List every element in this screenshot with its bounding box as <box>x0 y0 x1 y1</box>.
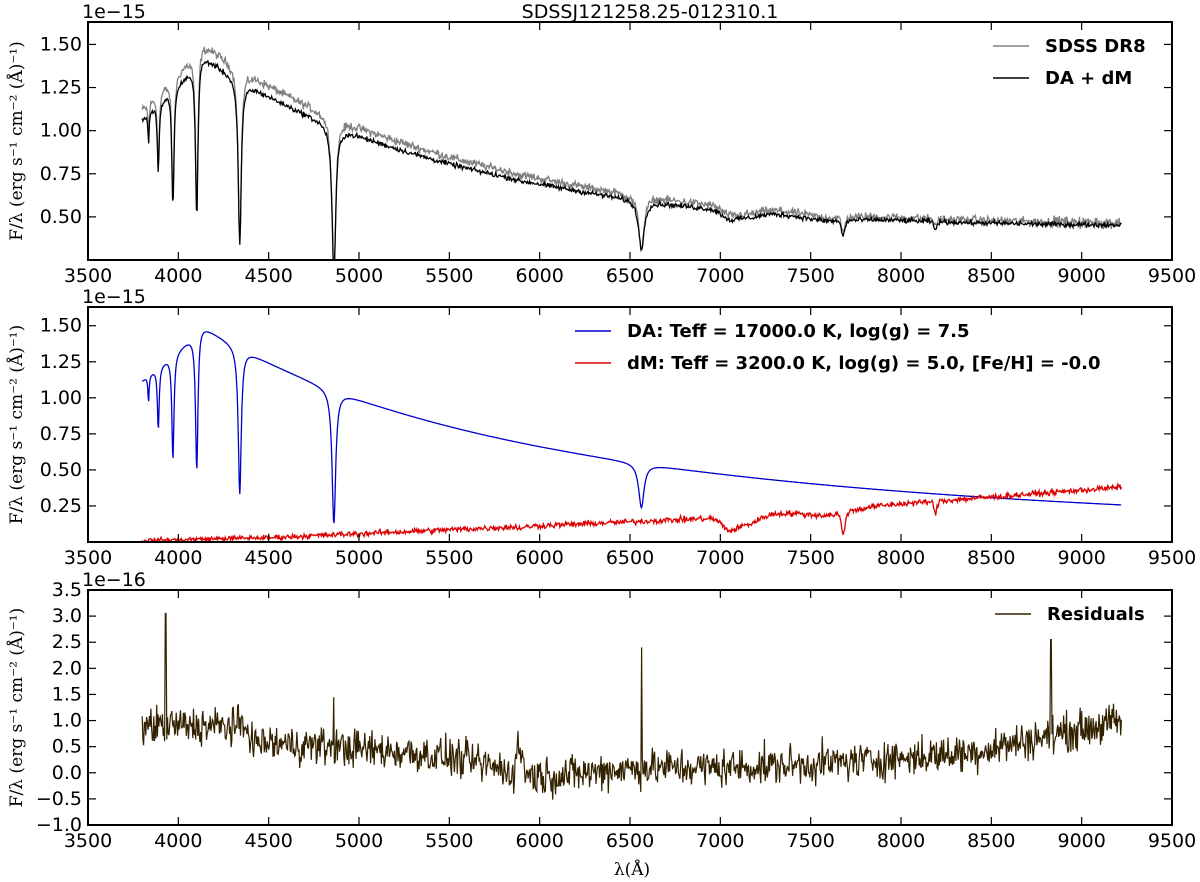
x-tick-label: 5500 <box>425 547 473 569</box>
x-tick-label: 4500 <box>244 547 292 569</box>
y-tick-label: 0.50 <box>40 459 82 481</box>
y-tick-label: −0.5 <box>36 788 82 810</box>
series-line-obs <box>141 46 1122 260</box>
y-tick-label: −1.0 <box>36 814 82 836</box>
x-tick-label: 5000 <box>335 830 383 852</box>
y-tick-label: 0.75 <box>40 423 82 445</box>
y-tick-label: 1.25 <box>40 77 82 99</box>
x-tick-label: 9000 <box>1057 265 1105 287</box>
y-tick-label: 2.5 <box>52 631 82 653</box>
y-tick-label: 1.50 <box>40 33 82 55</box>
series-line-fit <box>141 60 1122 260</box>
legend-entry: Residuals <box>1047 604 1145 625</box>
x-tick-label: 6500 <box>606 830 654 852</box>
x-tick-label: 3500 <box>64 547 112 569</box>
series-line-dm <box>141 481 1123 542</box>
x-tick-label: 8000 <box>877 830 925 852</box>
legend-entry: DA + dM <box>1045 68 1132 89</box>
y-tick-label: 1.25 <box>40 351 82 373</box>
offset-label: 1e−15 <box>82 286 146 308</box>
axes-frame <box>87 589 1173 826</box>
x-tick-label: 8500 <box>967 547 1015 569</box>
x-tick-label: 4500 <box>244 830 292 852</box>
x-tick-label: 7000 <box>696 547 744 569</box>
x-tick-label: 9500 <box>1148 830 1196 852</box>
panel-1: 3500 4000 4500 5000 5500 6000 6500 7000 7500 8000… <box>6 1 1196 287</box>
x-tick-label: 4000 <box>154 547 202 569</box>
x-tick-label: 9000 <box>1057 830 1105 852</box>
x-tick-label: 5000 <box>335 265 383 287</box>
legend-entry: SDSS DR8 <box>1045 36 1146 57</box>
y-tick-label: 1.5 <box>52 683 82 705</box>
x-tick-label: 4000 <box>154 265 202 287</box>
y-tick-label: 0.0 <box>52 762 82 784</box>
y-tick-label: 0.5 <box>52 736 82 758</box>
panel-2: 3500 4000 4500 5000 5500 6000 6500 7000 7500 8000… <box>6 286 1196 569</box>
x-tick-label: 4500 <box>244 265 292 287</box>
panels: 3500 4000 4500 5000 5500 6000 6500 7000 7500 8000… <box>6 1 1196 852</box>
y-tick-label: 2.0 <box>52 657 82 679</box>
x-tick-label: 5000 <box>335 547 383 569</box>
x-tick-label: 7500 <box>786 265 834 287</box>
y-tick-label: 1.50 <box>40 315 82 337</box>
x-tick-label: 3500 <box>64 265 112 287</box>
y-tick-label: 1.00 <box>40 387 82 409</box>
x-tick-label: 6500 <box>606 547 654 569</box>
y-axis-label: F/λ (erg s⁻¹ cm⁻² (Å)⁻¹) <box>6 41 27 241</box>
x-tick-label: 8500 <box>967 830 1015 852</box>
figure-title: SDSSJ121258.25-012310.1 <box>522 1 779 23</box>
series-line-resid <box>141 612 1122 800</box>
axes-frame <box>87 306 1173 543</box>
x-tick-label: 7500 <box>786 830 834 852</box>
x-tick-label: 5500 <box>425 830 473 852</box>
y-tick-label: 3.5 <box>52 579 82 601</box>
series-line-wd <box>141 331 1122 524</box>
x-tick-label: 6000 <box>515 547 563 569</box>
x-tick-label: 9500 <box>1148 265 1196 287</box>
x-tick-label: 8000 <box>877 265 925 287</box>
x-tick-label: 8000 <box>877 547 925 569</box>
panel-3: 3500 4000 4500 5000 5500 6000 6500 7000 7500 8000… <box>6 569 1196 852</box>
x-tick-label: 6500 <box>606 265 654 287</box>
y-tick-label: 0.25 <box>40 495 82 517</box>
legend-entry: DA: Teff = 17000.0 K, log(g) = 7.5 <box>627 321 970 342</box>
y-axis-label: F/λ (erg s⁻¹ cm⁻² (Å)⁻¹) <box>6 608 27 808</box>
x-tick-label: 6000 <box>515 265 563 287</box>
x-tick-label: 4000 <box>154 830 202 852</box>
y-axis-label: F/λ (erg s⁻¹ cm⁻² (Å)⁻¹) <box>6 325 27 525</box>
y-tick-label: 0.75 <box>40 163 82 185</box>
x-tick-label: 5500 <box>425 265 473 287</box>
y-tick-label: 3.0 <box>52 605 82 627</box>
y-tick-label: 1.0 <box>52 710 82 732</box>
y-tick-label: 1.00 <box>40 120 82 142</box>
x-tick-label: 7000 <box>696 265 744 287</box>
offset-label: 1e−15 <box>82 1 146 23</box>
x-tick-label: 8500 <box>967 265 1015 287</box>
x-tick-label: 6000 <box>515 830 563 852</box>
x-axis-label: λ(Å) <box>614 859 650 880</box>
offset-label: 1e−16 <box>82 569 146 591</box>
x-tick-label: 7500 <box>786 547 834 569</box>
x-tick-label: 3500 <box>64 830 112 852</box>
x-tick-label: 9000 <box>1057 547 1105 569</box>
legend-entry: dM: Teff = 3200.0 K, log(g) = 5.0, [Fe/H… <box>627 353 1101 374</box>
x-tick-label: 9500 <box>1148 547 1196 569</box>
x-tick-label: 7000 <box>696 830 744 852</box>
y-tick-label: 0.50 <box>40 206 82 228</box>
